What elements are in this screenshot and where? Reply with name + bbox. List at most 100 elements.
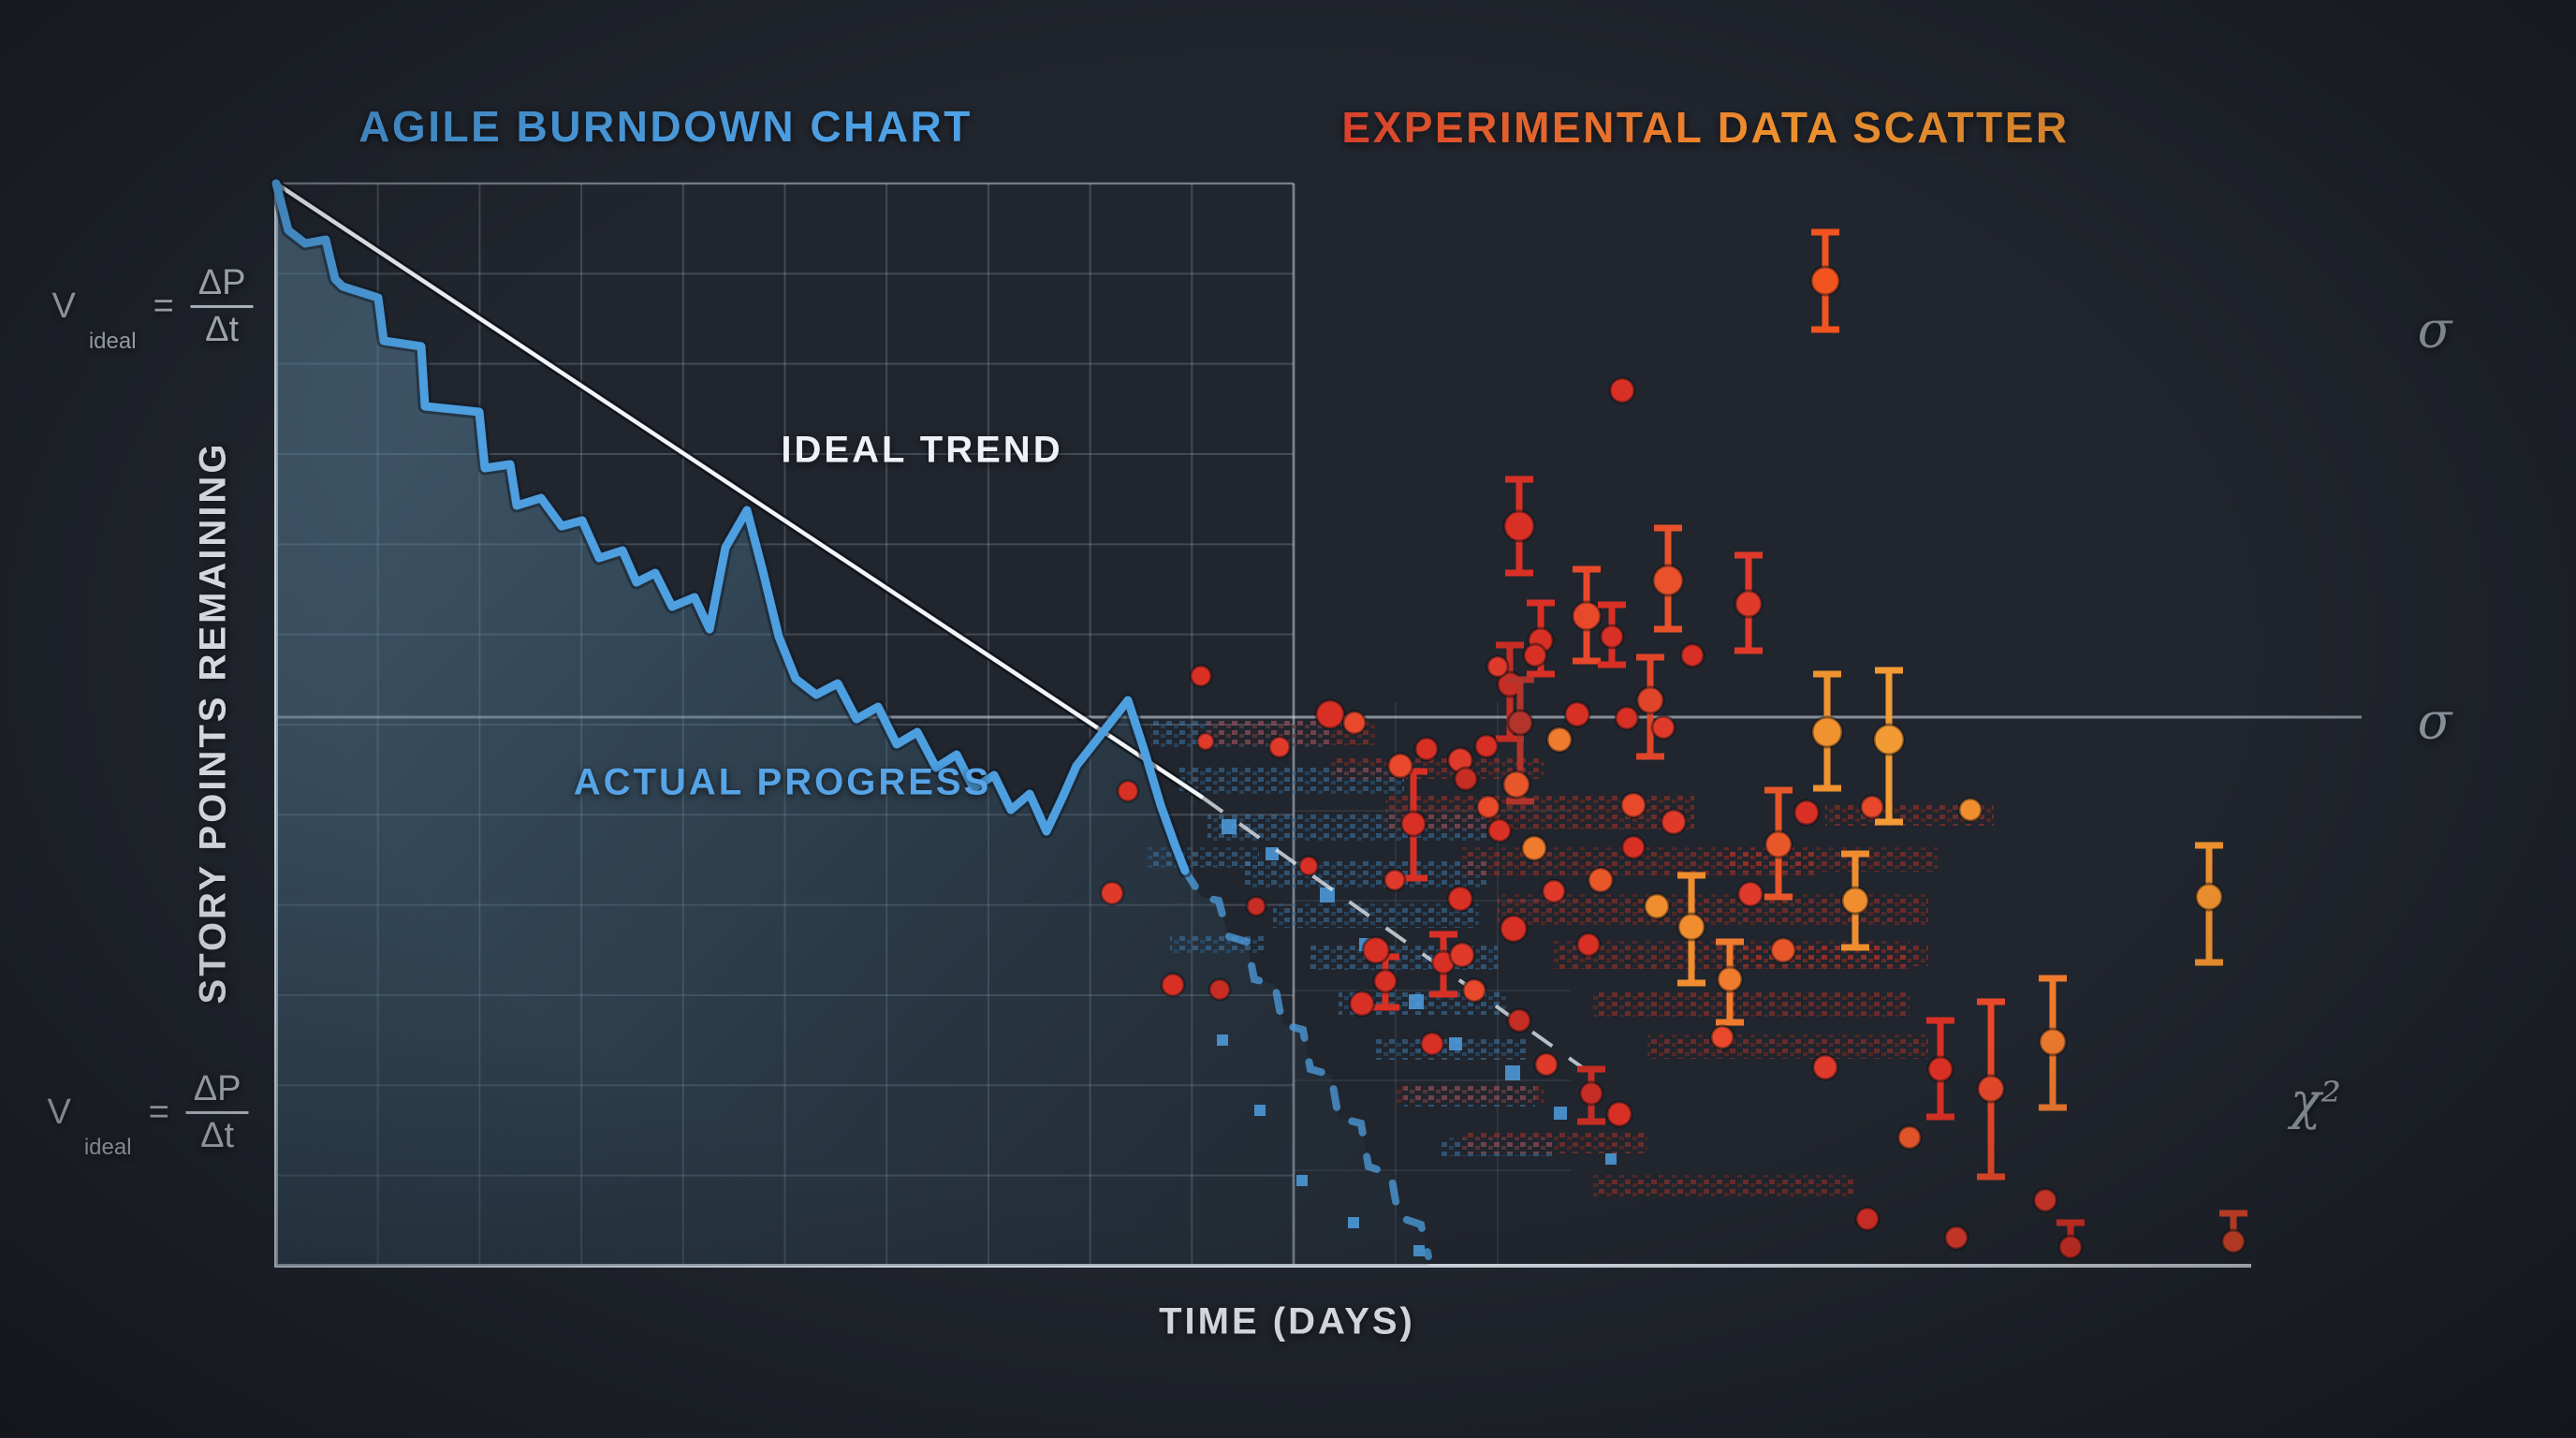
- scatter-point: [1419, 1031, 1445, 1057]
- scatter-point: [1522, 642, 1548, 668]
- scatter-point: [1614, 705, 1640, 731]
- scatter-point: [1957, 797, 1983, 823]
- scatter-point: [1501, 770, 1531, 800]
- formula-fraction: ΔP Δt: [185, 1069, 249, 1155]
- scatter-point: [1651, 564, 1685, 597]
- scatter-point: [1854, 1206, 1881, 1232]
- formula-numerator: ΔP: [185, 1069, 249, 1114]
- scatter-point: [1533, 1051, 1559, 1078]
- glitch-square-blue: [1296, 1175, 1308, 1186]
- left-chart-title: AGILE BURNDOWN CHART: [359, 102, 973, 151]
- glitch-square-blue: [1409, 994, 1424, 1009]
- scatter-point: [1769, 936, 1797, 964]
- scatter-point: [1520, 834, 1548, 862]
- scatter-point: [1160, 972, 1186, 998]
- glitch-band-blue: [1147, 847, 1259, 868]
- scatter-point: [1486, 654, 1510, 679]
- scatter-point: [1473, 733, 1500, 759]
- scatter-point: [1314, 698, 1346, 730]
- ideal-trend-line: [273, 179, 1584, 1069]
- scatter-point: [1413, 736, 1440, 762]
- formula-subscript: ideal: [83, 1135, 132, 1161]
- scatter-point: [1635, 685, 1665, 715]
- sigma-symbol-top: σ: [2417, 300, 2452, 360]
- x-axis-label: TIME (DAYS): [1159, 1300, 1415, 1343]
- scatter-point: [1660, 808, 1688, 836]
- scatter-point: [1245, 895, 1267, 917]
- scatter-point: [1208, 977, 1232, 1002]
- formula-equals: =: [153, 286, 174, 326]
- scatter-point: [1896, 1124, 1923, 1151]
- glitch-square-blue: [1605, 1153, 1617, 1165]
- scatter-point: [2220, 1228, 2247, 1255]
- formula-equals: =: [148, 1092, 169, 1132]
- scatter-point: [1793, 799, 1821, 827]
- glitch-square-blue: [1254, 1105, 1266, 1116]
- glitch-band-blue: [1245, 861, 1488, 888]
- formula-lhs: V: [47, 1092, 71, 1132]
- ideal-line-core: [274, 182, 1205, 800]
- scatter-point: [1195, 731, 1216, 752]
- glitch-square-blue: [1348, 1217, 1359, 1228]
- glitch-band-red: [1460, 1133, 1647, 1153]
- scatter-point: [1976, 1074, 2006, 1104]
- scatter-point: [1448, 941, 1476, 969]
- scatter-point: [1605, 1100, 1633, 1128]
- scatter-point: [1475, 794, 1501, 820]
- actual-line-dissolve: [1181, 867, 1432, 1260]
- scatter-point: [1578, 1080, 1604, 1107]
- scatter-point: [1859, 794, 1885, 820]
- scatter-point: [1810, 715, 1844, 749]
- glitch-square-blue: [1320, 888, 1335, 902]
- scatter-point: [1676, 912, 1706, 942]
- scatter-point: [1736, 880, 1764, 908]
- scatter-point: [1545, 726, 1573, 754]
- scatter-point: [1361, 935, 1391, 965]
- scatter-point: [1734, 589, 1764, 619]
- scatter-point: [1679, 642, 1705, 668]
- ideal-trend-label: IDEAL TREND: [781, 429, 1063, 471]
- scatter-point: [1811, 1053, 1839, 1081]
- glitch-band-red: [1722, 847, 1938, 872]
- scatter-point: [1189, 664, 1213, 688]
- scatter-point: [1506, 1007, 1532, 1034]
- actual-progress-label: ACTUAL PROGRESS: [573, 761, 992, 803]
- scatter-point: [1709, 1024, 1735, 1050]
- glitch-band-red: [1741, 946, 1928, 966]
- scatter-point: [1650, 714, 1676, 741]
- scatter-point: [1840, 886, 1870, 916]
- scatter-point: [1383, 868, 1407, 892]
- scatter-point: [1571, 600, 1603, 632]
- scatter-point: [1099, 880, 1125, 906]
- scatter-point: [1399, 810, 1427, 838]
- scatter-point: [1943, 1225, 1969, 1251]
- scatter-point: [1502, 509, 1536, 543]
- scatter-point: [1643, 892, 1671, 920]
- scatter-point: [1348, 990, 1376, 1018]
- scatter-point: [1716, 965, 1744, 993]
- scatter-point: [1341, 710, 1368, 736]
- formula-fraction: ΔP Δt: [190, 263, 254, 349]
- scatter-point: [1619, 791, 1647, 819]
- scatter-point: [1453, 766, 1479, 792]
- scatter-point: [2038, 1027, 2068, 1057]
- actual-progress-line: [269, 176, 1193, 878]
- scatter-point: [1599, 624, 1625, 650]
- right-chart-title: EXPERIMENTAL DATA SCATTER: [1341, 103, 2070, 152]
- glitch-band-red: [1647, 1034, 1928, 1059]
- glitch-band-blue: [1273, 903, 1479, 928]
- glitch-square-blue: [1222, 819, 1237, 834]
- scatter-point: [1297, 855, 1320, 877]
- scatter-point: [1764, 829, 1793, 859]
- formula-subscript: ideal: [88, 329, 137, 355]
- scatter-point: [1587, 866, 1615, 894]
- scatter-point: [2057, 1234, 2084, 1260]
- scatter-point: [1506, 709, 1534, 737]
- glitch-band-red: [1591, 992, 1910, 1017]
- scatter-point: [1116, 779, 1140, 803]
- scatter-point: [1608, 376, 1636, 404]
